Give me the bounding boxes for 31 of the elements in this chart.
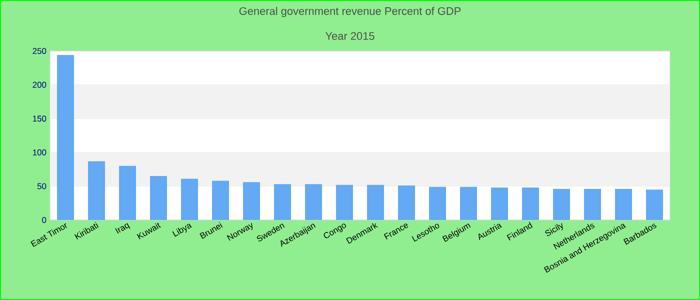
y-tick-label: 150	[32, 116, 46, 122]
bar	[274, 184, 292, 220]
bar	[119, 166, 136, 220]
bar	[367, 184, 384, 220]
bar	[522, 188, 540, 220]
y-tick-label: 100	[32, 149, 46, 156]
bar	[57, 55, 74, 220]
y-tick-label: 250	[32, 48, 46, 54]
chart-title: General government revenue Percent of GDP	[239, 6, 461, 18]
bar	[336, 184, 354, 220]
bar	[615, 188, 632, 220]
y-tick-label: 200	[32, 82, 46, 88]
bar	[460, 186, 478, 220]
bar	[491, 188, 508, 220]
bar	[212, 180, 230, 220]
bar	[553, 188, 570, 220]
bar	[646, 190, 664, 220]
bar	[243, 182, 260, 220]
x-tick-label: Libya	[172, 224, 192, 237]
bar	[584, 188, 602, 220]
bar	[429, 186, 446, 220]
x-tick-label: East Timor	[30, 223, 67, 247]
bar	[150, 176, 168, 220]
chart-subtitle: Year 2015	[325, 32, 374, 40]
bar	[305, 184, 322, 220]
bar	[398, 186, 416, 220]
y-tick-label: 50	[37, 183, 46, 190]
x-tick-label: Iraq	[115, 223, 130, 234]
bar	[181, 178, 198, 220]
y-tick-label: 0	[42, 217, 46, 223]
bar	[88, 161, 106, 220]
